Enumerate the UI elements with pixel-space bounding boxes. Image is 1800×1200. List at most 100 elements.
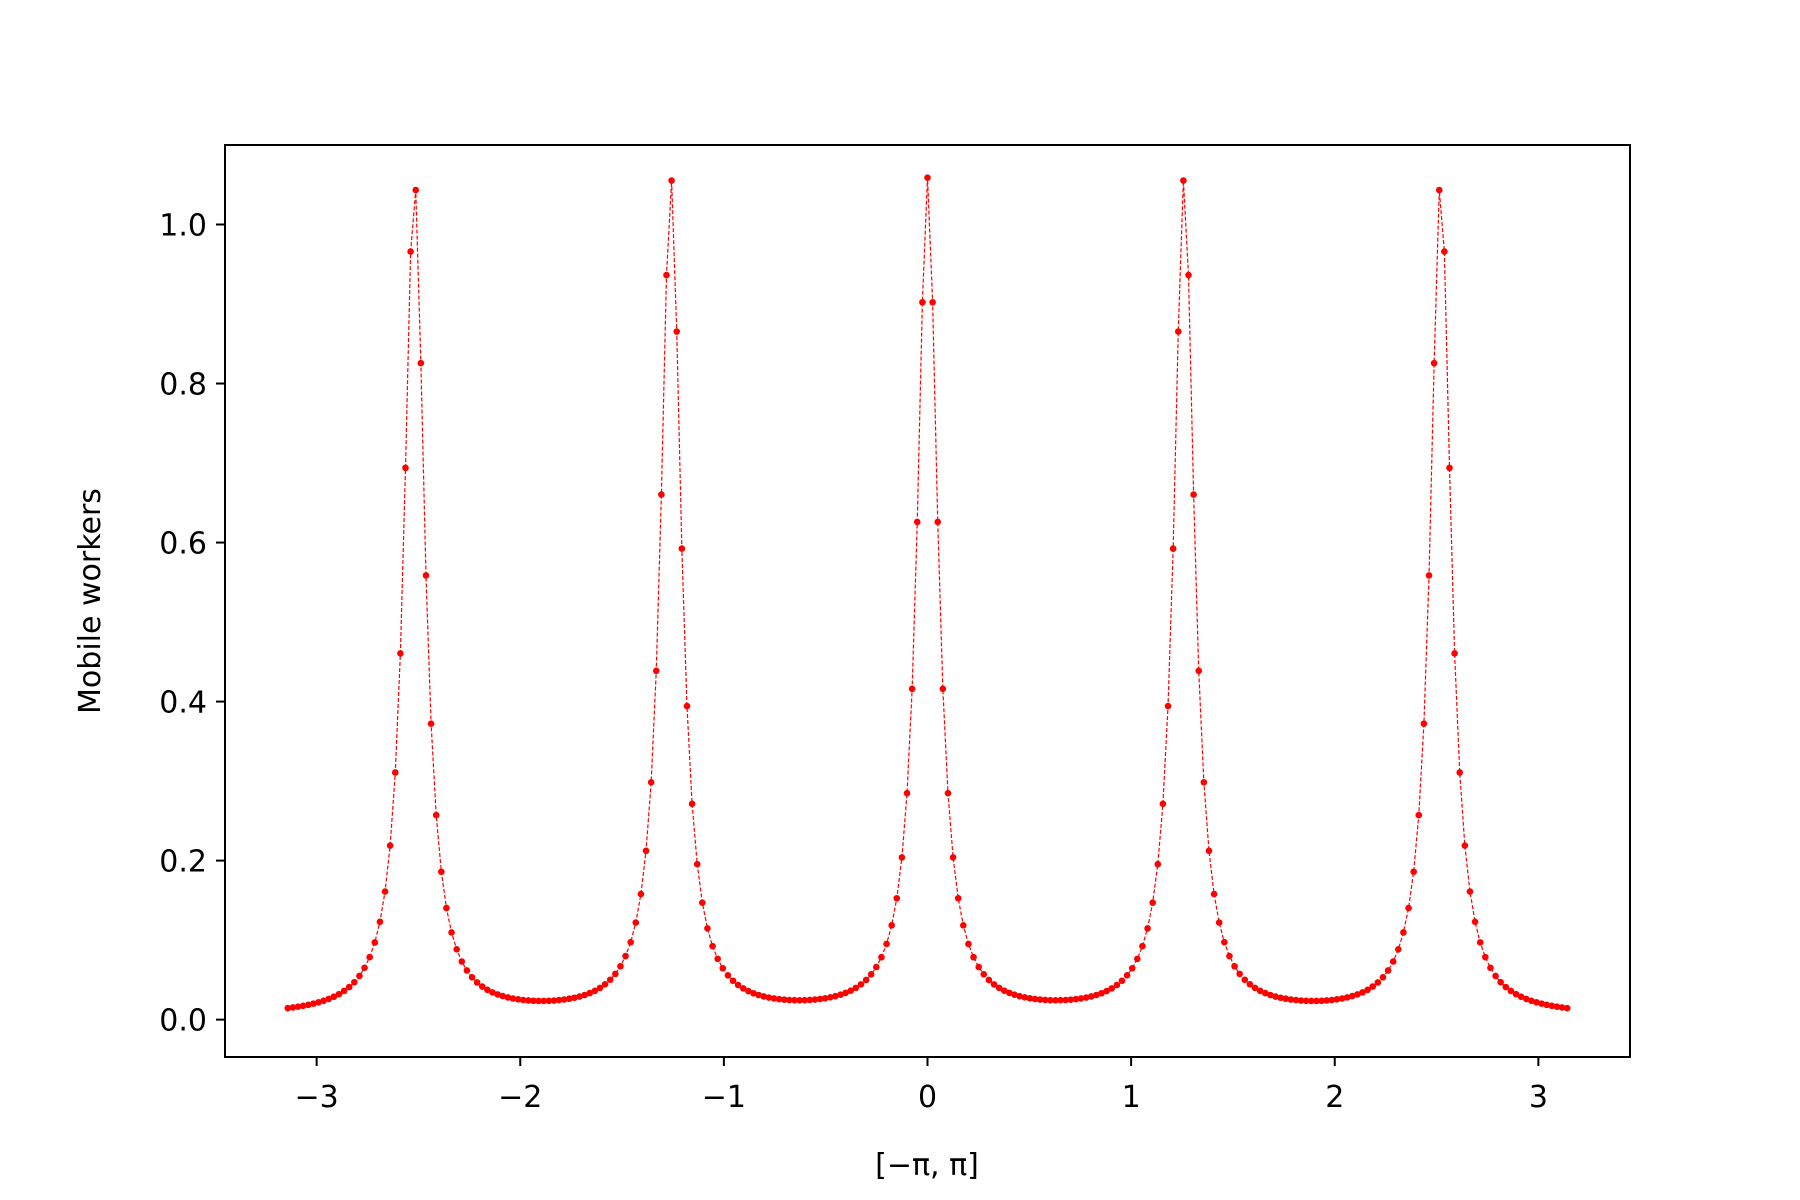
data-point (765, 994, 773, 1001)
data-point (1446, 464, 1453, 472)
data-point (995, 984, 1003, 992)
data-point (1482, 953, 1489, 961)
data-point (1047, 996, 1054, 1004)
x-tick-label: 1 (1122, 1080, 1141, 1115)
data-point (555, 996, 563, 1004)
data-point (299, 1002, 307, 1010)
data-point (1548, 1002, 1556, 1010)
data-point (1425, 572, 1433, 579)
data-point (893, 894, 901, 902)
x-tick-label: −2 (498, 1080, 542, 1115)
data-point (407, 248, 414, 255)
data-point (601, 981, 609, 988)
data-point (1164, 702, 1172, 710)
data-point (571, 994, 578, 1002)
data-point (1492, 972, 1499, 980)
data-point (826, 994, 834, 1001)
data-point (683, 702, 691, 710)
data-point (1282, 995, 1290, 1003)
data-point (1553, 1003, 1561, 1010)
data-point (330, 993, 338, 1001)
data-point (586, 989, 594, 997)
data-point (873, 963, 880, 971)
data-point (1128, 964, 1136, 972)
data-point (1502, 983, 1510, 991)
y-tick-label: 0.6 (159, 527, 207, 562)
data-point (473, 979, 481, 986)
data-point (1144, 925, 1151, 932)
data-point (1471, 918, 1479, 926)
data-point (1430, 359, 1438, 367)
data-point (545, 997, 553, 1005)
data-point (448, 929, 455, 936)
data-point (1533, 999, 1540, 1006)
data-point (652, 667, 660, 675)
data-point (1087, 993, 1095, 1000)
data-point (530, 997, 537, 1005)
data-point (908, 685, 916, 693)
data-point (422, 572, 430, 579)
data-point (340, 987, 348, 995)
data-point (591, 987, 599, 995)
data-point (1348, 992, 1356, 1000)
data-point (1528, 997, 1535, 1005)
data-point (606, 976, 614, 984)
data-point (755, 991, 762, 999)
data-point (1077, 995, 1085, 1002)
data-point (704, 925, 711, 932)
data-point (504, 994, 512, 1001)
data-point (796, 996, 803, 1004)
data-point (438, 868, 445, 876)
data-point (1149, 899, 1156, 906)
data-point (719, 964, 727, 972)
data-point (1379, 973, 1387, 981)
data-point (1052, 996, 1059, 1004)
x-tick-label: −1 (702, 1080, 746, 1115)
data-point (1154, 860, 1162, 868)
x-axis: −3 −2 −1 0 1 2 3 (295, 1057, 1548, 1115)
data-point (402, 464, 409, 472)
x-axis-label: [−π, π] (875, 1148, 979, 1183)
data-point (734, 981, 742, 989)
data-point (965, 940, 972, 948)
data-point (1261, 989, 1269, 997)
data-point (857, 981, 865, 988)
data-point (837, 991, 844, 998)
data-point (1487, 964, 1494, 972)
data-point (878, 953, 885, 961)
data-point (535, 997, 542, 1005)
data-point (1185, 271, 1192, 279)
data-point (519, 996, 527, 1004)
data-point (1026, 994, 1034, 1002)
data-point (1031, 995, 1039, 1003)
data-point (335, 990, 343, 998)
data-point (780, 996, 788, 1003)
data-point (760, 993, 768, 1000)
data-point (642, 847, 650, 855)
data-point (1180, 177, 1187, 184)
data-point (1302, 997, 1310, 1005)
data-point (1267, 991, 1274, 999)
data-point (714, 955, 721, 963)
data-point (1011, 991, 1018, 998)
data-point (1036, 996, 1044, 1003)
data-point (478, 983, 486, 990)
data-point (565, 995, 573, 1003)
data-point (1241, 976, 1249, 984)
data-point (310, 1000, 317, 1007)
data-point (1195, 667, 1203, 675)
data-point (888, 921, 895, 929)
data-point (985, 976, 993, 984)
data-point (632, 919, 640, 926)
data-point (617, 962, 624, 970)
data-point (627, 938, 634, 946)
data-point (944, 789, 952, 797)
data-point (745, 987, 752, 995)
data-point (351, 978, 358, 986)
data-point (1113, 981, 1121, 989)
data-point (1354, 991, 1361, 998)
data-point (903, 789, 911, 797)
data-point (550, 997, 558, 1004)
data-point (371, 939, 379, 946)
data-point (294, 1003, 302, 1010)
